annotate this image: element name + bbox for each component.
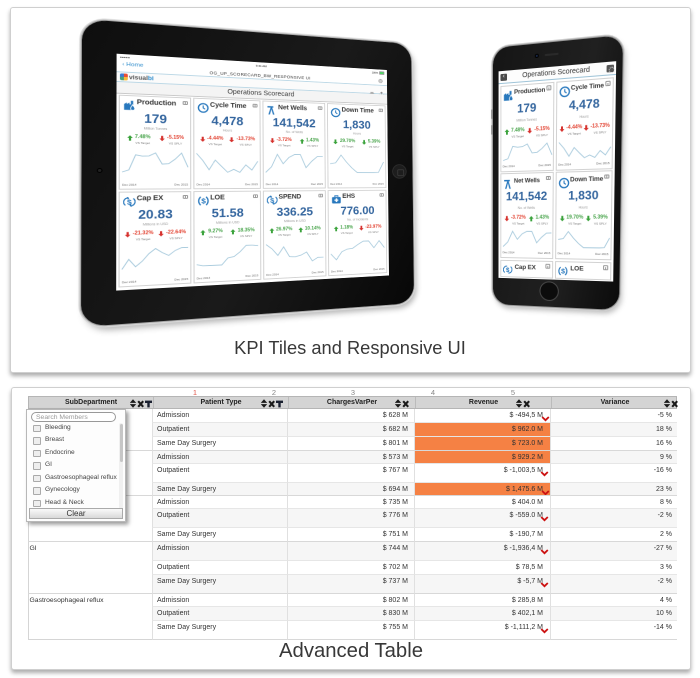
svg-text:$: $ — [270, 196, 274, 204]
svg-text:$: $ — [201, 196, 206, 205]
svg-text:$: $ — [506, 268, 510, 275]
svg-text:$: $ — [126, 197, 131, 206]
svg-text:$: $ — [561, 268, 566, 276]
